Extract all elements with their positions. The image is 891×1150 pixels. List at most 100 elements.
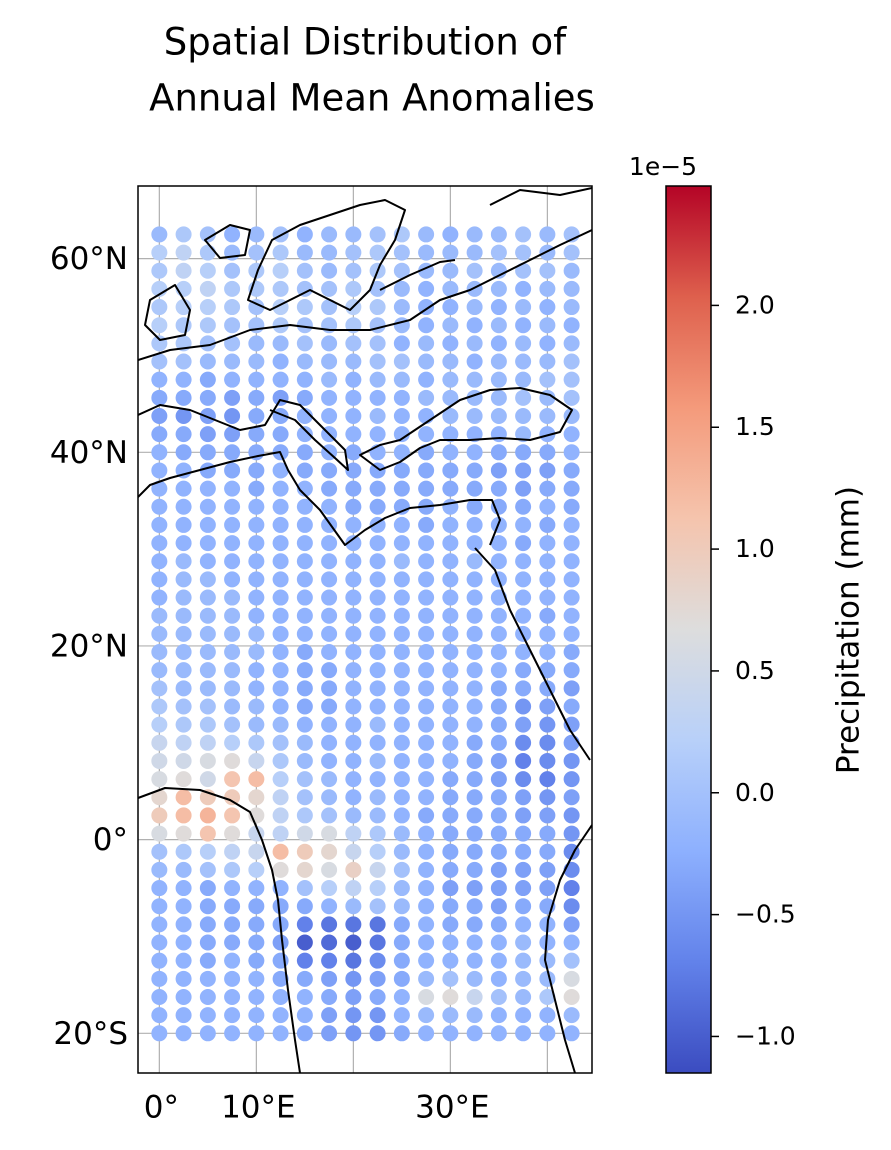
data-point xyxy=(369,698,386,715)
data-point xyxy=(515,244,532,261)
data-point xyxy=(321,462,338,479)
colorbar-tick-label: −1.0 xyxy=(735,1021,796,1050)
data-point xyxy=(345,771,362,788)
data-point xyxy=(224,553,241,570)
data-point xyxy=(321,226,338,243)
data-point xyxy=(272,734,289,751)
data-point xyxy=(369,426,386,443)
data-point xyxy=(321,807,338,824)
data-point xyxy=(345,589,362,606)
data-point xyxy=(563,317,580,334)
data-point xyxy=(563,480,580,497)
data-point xyxy=(539,426,556,443)
data-point xyxy=(345,244,362,261)
data-point xyxy=(442,898,459,915)
data-point xyxy=(563,1007,580,1024)
data-point xyxy=(393,734,410,751)
data-point xyxy=(224,861,241,878)
data-point xyxy=(224,589,241,606)
data-point xyxy=(393,898,410,915)
data-point xyxy=(563,1025,580,1042)
data-point xyxy=(224,353,241,370)
data-point xyxy=(515,789,532,806)
data-point xyxy=(393,970,410,987)
data-point xyxy=(199,353,216,370)
data-point xyxy=(272,335,289,352)
data-point xyxy=(369,988,386,1005)
data-point xyxy=(466,698,483,715)
data-point xyxy=(296,752,313,769)
data-point xyxy=(321,716,338,733)
data-point xyxy=(490,807,507,824)
data-point xyxy=(539,825,556,842)
data-point xyxy=(466,462,483,479)
data-point xyxy=(515,516,532,533)
data-point xyxy=(563,607,580,624)
data-point xyxy=(563,988,580,1005)
data-point xyxy=(539,861,556,878)
data-point xyxy=(515,771,532,788)
coastline xyxy=(544,824,592,1073)
data-point xyxy=(369,244,386,261)
data-point xyxy=(393,680,410,697)
data-point xyxy=(490,353,507,370)
data-point xyxy=(248,988,265,1005)
data-point xyxy=(248,861,265,878)
data-point xyxy=(539,299,556,316)
data-point xyxy=(490,607,507,624)
colorbar-offset: 1e−5 xyxy=(629,152,697,181)
data-point xyxy=(490,825,507,842)
data-point xyxy=(224,898,241,915)
data-point xyxy=(369,299,386,316)
data-point xyxy=(466,843,483,860)
data-point xyxy=(321,262,338,279)
data-point xyxy=(442,861,459,878)
data-point xyxy=(345,516,362,533)
data-point xyxy=(151,970,168,987)
data-point xyxy=(224,843,241,860)
data-point xyxy=(442,462,459,479)
data-point xyxy=(224,934,241,951)
data-point xyxy=(515,462,532,479)
data-point xyxy=(151,480,168,497)
data-point xyxy=(539,535,556,552)
data-point xyxy=(175,644,192,661)
data-point xyxy=(199,880,216,897)
data-point xyxy=(563,444,580,461)
data-point xyxy=(539,589,556,606)
data-point xyxy=(199,498,216,515)
data-point xyxy=(369,644,386,661)
data-point xyxy=(296,625,313,642)
data-point xyxy=(393,535,410,552)
coastline xyxy=(138,399,349,471)
data-point xyxy=(418,789,435,806)
data-point xyxy=(345,262,362,279)
data-point xyxy=(199,1025,216,1042)
data-point xyxy=(175,734,192,751)
data-point xyxy=(418,480,435,497)
data-point xyxy=(224,426,241,443)
data-point xyxy=(224,535,241,552)
data-point xyxy=(539,789,556,806)
data-point xyxy=(345,353,362,370)
data-point xyxy=(369,880,386,897)
data-point xyxy=(296,426,313,443)
data-point xyxy=(321,389,338,406)
data-point xyxy=(199,516,216,533)
data-point xyxy=(199,535,216,552)
data-point xyxy=(515,716,532,733)
data-point xyxy=(175,807,192,824)
data-point xyxy=(563,353,580,370)
data-point xyxy=(175,625,192,642)
data-point xyxy=(563,335,580,352)
data-point xyxy=(175,1025,192,1042)
data-point xyxy=(393,553,410,570)
data-point xyxy=(369,843,386,860)
data-point xyxy=(199,716,216,733)
data-point xyxy=(175,571,192,588)
data-point xyxy=(321,680,338,697)
data-point xyxy=(272,789,289,806)
data-point xyxy=(248,426,265,443)
data-point xyxy=(224,680,241,697)
data-point xyxy=(369,389,386,406)
